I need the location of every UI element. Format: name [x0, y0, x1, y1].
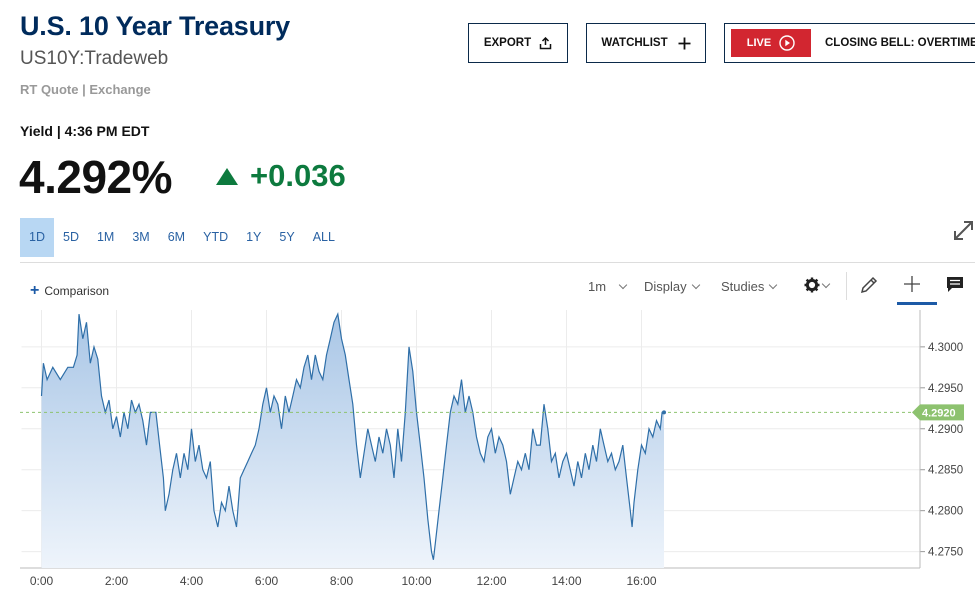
toolbar-divider [846, 272, 847, 300]
plus-icon: + [30, 282, 40, 299]
share-icon [539, 36, 552, 49]
range-tab-1d[interactable]: 1D [20, 218, 54, 257]
play-icon [779, 35, 795, 51]
live-show-title: CLOSING BELL: OVERTIME [825, 37, 975, 49]
range-tab-1m[interactable]: 1M [96, 230, 115, 244]
last-price-badge: 4.2920 [912, 404, 964, 421]
range-tab-5y[interactable]: 5Y [279, 230, 295, 244]
y-tick-label: 4.2850 [928, 465, 963, 477]
chevron-down-icon [821, 279, 831, 288]
y-tick-label: 4.2900 [928, 424, 963, 436]
pencil-icon[interactable] [859, 275, 879, 295]
yield-label: Yield [20, 123, 53, 139]
quote-time: 4:36 PM EDT [64, 123, 150, 139]
symbol-label: US10Y:Tradeweb [20, 48, 169, 69]
x-axis: 0:00 2:00 4:00 6:00 8:00 10:00 12:00 14:00 16:00 [30, 574, 657, 588]
y-tick-label: 4.3000 [928, 342, 963, 354]
display-label: Display [644, 279, 687, 294]
export-label: EXPORT [483, 37, 532, 49]
crosshair-icon[interactable] [903, 275, 921, 293]
settings-dropdown[interactable] [804, 277, 831, 293]
range-tab-all[interactable]: ALL [312, 230, 335, 244]
chevron-down-icon [691, 280, 700, 290]
live-badge: LIVE [731, 29, 811, 57]
y-tick-label: 4.2750 [928, 547, 963, 559]
yield-chart[interactable]: 4.3000 4.2950 4.2900 4.2850 4.2800 4.2750 0:0… [0, 305, 975, 603]
y-tick-label: 4.2800 [928, 506, 963, 518]
export-button[interactable]: EXPORT [468, 23, 568, 63]
y-axis: 4.3000 4.2950 4.2900 4.2850 4.2800 4.2750 [928, 342, 963, 559]
x-tick-label: 16:00 [626, 574, 656, 588]
live-label: LIVE [746, 37, 772, 49]
page-title: U.S. 10 Year Treasury [20, 11, 290, 41]
quote-timestamp: Yield | 4:36 PM EDT [20, 123, 150, 139]
range-tab-1y[interactable]: 1Y [246, 230, 262, 244]
chevron-down-icon [618, 280, 628, 290]
expand-icon[interactable] [952, 218, 975, 242]
gear-icon [804, 277, 820, 293]
last-price-badge-label: 4.2920 [922, 407, 956, 419]
range-tab-5d[interactable]: 5D [63, 230, 79, 244]
comparison-label: Comparison [44, 284, 110, 298]
live-tv-button[interactable]: LIVE CLOSING BELL: OVERTIME [724, 23, 975, 63]
series-area [41, 314, 664, 568]
display-dropdown[interactable]: Display [644, 279, 700, 294]
comment-icon[interactable] [946, 276, 964, 294]
last-price: 4.292% [19, 151, 173, 203]
up-triangle-icon [216, 167, 238, 185]
x-tick-label: 6:00 [255, 574, 279, 588]
interval-label: 1m [588, 279, 607, 294]
range-selector: 1D 5D 1M 3M 6M YTD 1Y 5Y ALL [20, 218, 344, 257]
last-price-badge-box [912, 404, 964, 421]
interval-dropdown[interactable]: 1m [588, 279, 628, 294]
change-value: +0.036 [250, 158, 346, 193]
x-tick-label: 4:00 [180, 574, 204, 588]
watchlist-label: WATCHLIST [601, 37, 668, 49]
x-tick-label: 12:00 [476, 574, 506, 588]
x-tick-label: 14:00 [551, 574, 581, 588]
y-tick-label: 4.2950 [928, 383, 963, 395]
studies-dropdown[interactable]: Studies [721, 279, 778, 294]
range-tab-3m[interactable]: 3M [132, 230, 150, 244]
comparison-button[interactable]: + Comparison [30, 282, 109, 300]
range-tab-6m[interactable]: 6M [167, 230, 186, 244]
x-tick-label: 10:00 [401, 574, 431, 588]
x-tick-label: 2:00 [105, 574, 129, 588]
range-tab-ytd[interactable]: YTD [203, 230, 229, 244]
price-change: +0.036 [216, 158, 346, 194]
divider [20, 262, 975, 263]
last-point [662, 410, 666, 415]
plus-icon [678, 37, 691, 49]
x-tick-label: 0:00 [30, 574, 54, 588]
studies-label: Studies [721, 279, 765, 294]
active-tool-indicator [897, 302, 937, 305]
chevron-down-icon [769, 280, 778, 290]
x-tick-label: 8:00 [330, 574, 354, 588]
watchlist-button[interactable]: WATCHLIST [586, 23, 706, 63]
quote-source: RT Quote | Exchange [20, 82, 151, 97]
